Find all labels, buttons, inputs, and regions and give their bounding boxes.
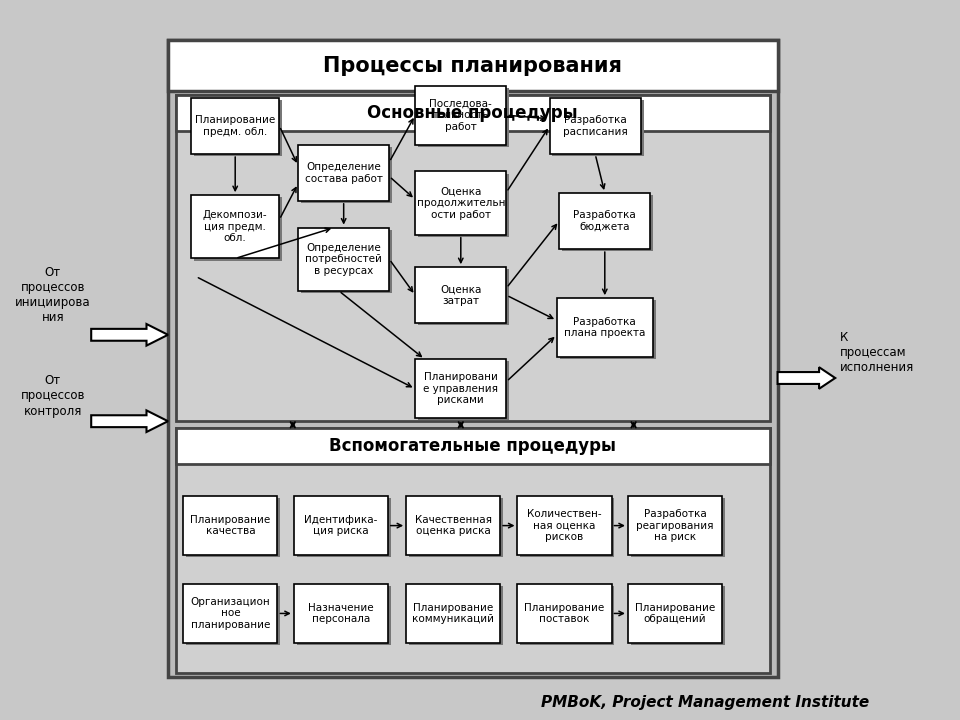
Text: Планирование
обращений: Планирование обращений [635, 603, 715, 624]
Text: Планирование
предм. обл.: Планирование предм. обл. [195, 115, 276, 137]
FancyBboxPatch shape [297, 586, 391, 645]
Text: Вспомогательные процедуры: Вспомогательные процедуры [329, 438, 616, 456]
FancyBboxPatch shape [191, 98, 279, 154]
Text: Разработка
бюджета: Разработка бюджета [573, 210, 636, 232]
FancyBboxPatch shape [168, 40, 778, 677]
Text: От
процессов
контроля: От процессов контроля [20, 374, 85, 418]
Text: Идентифика-
ция риска: Идентифика- ция риска [304, 515, 377, 536]
Text: PMBoK, Project Management Institute: PMBoK, Project Management Institute [541, 695, 870, 709]
Polygon shape [91, 324, 168, 346]
FancyBboxPatch shape [628, 584, 722, 643]
FancyBboxPatch shape [628, 496, 722, 555]
FancyBboxPatch shape [419, 88, 509, 147]
FancyBboxPatch shape [406, 496, 500, 555]
Text: Разработка
плана проекта: Разработка плана проекта [564, 317, 645, 338]
Polygon shape [91, 410, 168, 432]
FancyBboxPatch shape [176, 428, 770, 464]
FancyBboxPatch shape [559, 193, 651, 249]
FancyBboxPatch shape [631, 498, 725, 557]
FancyBboxPatch shape [549, 98, 641, 154]
FancyBboxPatch shape [419, 269, 509, 325]
FancyBboxPatch shape [415, 359, 507, 418]
FancyBboxPatch shape [191, 195, 279, 258]
Text: Планирование
коммуникаций: Планирование коммуникаций [412, 603, 494, 624]
FancyBboxPatch shape [176, 95, 770, 131]
Text: К
процессам
исполнения: К процессам исполнения [840, 331, 914, 374]
Text: Процессы планирования: Процессы планирования [324, 55, 622, 76]
Text: Планирование
поставок: Планирование поставок [524, 603, 605, 624]
Text: Последова-
тельность
работ: Последова- тельность работ [429, 99, 492, 132]
Text: Количествен-
ная оценка
рисков: Количествен- ная оценка рисков [527, 509, 602, 542]
FancyBboxPatch shape [520, 586, 614, 645]
FancyBboxPatch shape [419, 361, 509, 420]
FancyBboxPatch shape [557, 298, 653, 357]
FancyBboxPatch shape [298, 228, 390, 291]
Text: Разработка
реагирования
на риск: Разработка реагирования на риск [636, 509, 713, 542]
Text: Разработка
расписания: Разработка расписания [563, 115, 628, 137]
FancyBboxPatch shape [301, 230, 392, 293]
FancyBboxPatch shape [194, 197, 282, 261]
Text: Качественная
оценка риска: Качественная оценка риска [415, 515, 492, 536]
Text: Организацион
ное
планирование: Организацион ное планирование [190, 597, 271, 630]
FancyBboxPatch shape [415, 86, 507, 145]
FancyBboxPatch shape [419, 174, 509, 237]
Text: Назначение
персонала: Назначение персонала [308, 603, 373, 624]
Text: Оценка
продолжительн
ости работ: Оценка продолжительн ости работ [417, 186, 505, 220]
FancyBboxPatch shape [183, 496, 277, 555]
FancyBboxPatch shape [186, 586, 280, 645]
FancyBboxPatch shape [176, 95, 770, 421]
Text: Определение
состава работ: Определение состава работ [304, 162, 383, 184]
Text: Планирование
качества: Планирование качества [190, 515, 271, 536]
FancyBboxPatch shape [194, 100, 282, 156]
FancyBboxPatch shape [409, 586, 503, 645]
FancyBboxPatch shape [631, 586, 725, 645]
FancyBboxPatch shape [520, 498, 614, 557]
FancyBboxPatch shape [563, 195, 653, 251]
FancyBboxPatch shape [176, 428, 770, 673]
Text: Планировани
е управления
рисками: Планировани е управления рисками [423, 372, 498, 405]
FancyBboxPatch shape [517, 496, 612, 555]
FancyBboxPatch shape [560, 300, 656, 359]
Text: Определение
потребностей
в ресурсах: Определение потребностей в ресурсах [305, 243, 382, 276]
FancyBboxPatch shape [406, 584, 500, 643]
FancyBboxPatch shape [294, 496, 388, 555]
FancyBboxPatch shape [553, 100, 643, 156]
FancyBboxPatch shape [301, 147, 392, 203]
Polygon shape [778, 367, 835, 389]
Text: Основные процедуры: Основные процедуры [368, 104, 578, 122]
FancyBboxPatch shape [517, 584, 612, 643]
Text: Оценка
затрат: Оценка затрат [440, 284, 482, 306]
Text: От
процессов
инициирова
ния: От процессов инициирова ния [15, 266, 90, 324]
FancyBboxPatch shape [294, 584, 388, 643]
FancyBboxPatch shape [168, 40, 778, 91]
FancyBboxPatch shape [415, 267, 507, 323]
FancyBboxPatch shape [409, 498, 503, 557]
FancyBboxPatch shape [415, 171, 507, 235]
FancyBboxPatch shape [298, 145, 390, 201]
Text: Декомпози-
ция предм.
обл.: Декомпози- ция предм. обл. [203, 210, 268, 243]
FancyBboxPatch shape [297, 498, 391, 557]
FancyBboxPatch shape [186, 498, 280, 557]
FancyBboxPatch shape [183, 584, 277, 643]
